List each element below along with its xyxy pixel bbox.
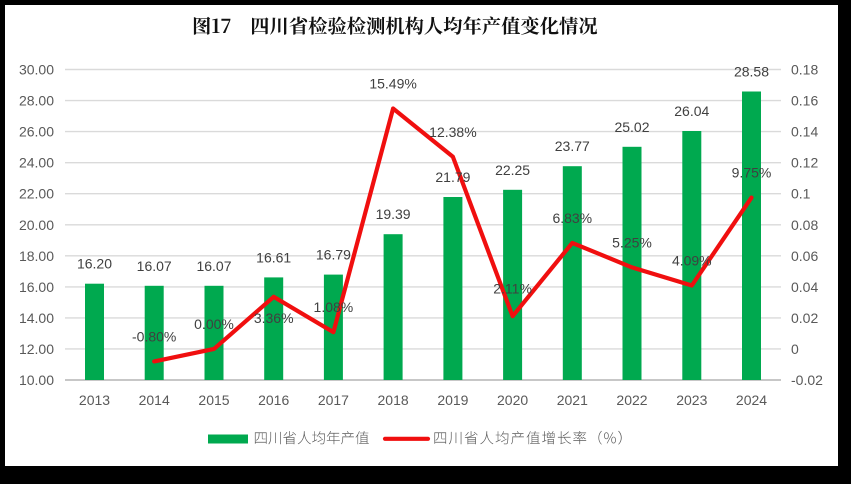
- svg-text:2018: 2018: [378, 392, 409, 408]
- svg-text:6.83%: 6.83%: [552, 210, 592, 226]
- svg-text:26.00: 26.00: [19, 124, 54, 140]
- svg-text:9.75%: 9.75%: [732, 165, 772, 181]
- svg-text:16.07: 16.07: [196, 258, 231, 274]
- svg-text:2019: 2019: [437, 392, 468, 408]
- svg-text:0.04: 0.04: [791, 279, 818, 295]
- svg-text:2017: 2017: [318, 392, 349, 408]
- svg-text:20.00: 20.00: [19, 217, 54, 233]
- svg-text:0.06: 0.06: [791, 248, 818, 264]
- svg-text:-0.02: -0.02: [791, 372, 823, 388]
- svg-text:16.79: 16.79: [316, 247, 351, 263]
- svg-text:1.08%: 1.08%: [314, 299, 354, 315]
- svg-text:4.09%: 4.09%: [672, 253, 712, 269]
- svg-text:15.49%: 15.49%: [369, 76, 416, 92]
- svg-text:18.00: 18.00: [19, 248, 54, 264]
- svg-text:14.00: 14.00: [19, 310, 54, 326]
- svg-text:0.00%: 0.00%: [194, 316, 234, 332]
- svg-text:2022: 2022: [616, 392, 647, 408]
- svg-text:12.38%: 12.38%: [429, 124, 476, 140]
- svg-text:2023: 2023: [676, 392, 707, 408]
- svg-text:16.61: 16.61: [256, 249, 291, 265]
- svg-text:10.00: 10.00: [19, 372, 54, 388]
- svg-text:2021: 2021: [557, 392, 588, 408]
- svg-text:-0.80%: -0.80%: [132, 328, 176, 344]
- svg-text:12.00: 12.00: [19, 341, 54, 357]
- svg-text:2013: 2013: [79, 392, 110, 408]
- svg-text:22.25: 22.25: [495, 162, 530, 178]
- svg-text:24.00: 24.00: [19, 155, 54, 171]
- svg-text:2020: 2020: [497, 392, 528, 408]
- svg-text:28.58: 28.58: [734, 64, 769, 80]
- svg-text:2024: 2024: [736, 392, 767, 408]
- svg-text:0.1: 0.1: [791, 186, 811, 202]
- svg-text:16.20: 16.20: [77, 256, 112, 272]
- svg-text:0.08: 0.08: [791, 217, 818, 233]
- svg-text:16.07: 16.07: [137, 258, 172, 274]
- svg-text:26.04: 26.04: [674, 103, 709, 119]
- svg-text:22.00: 22.00: [19, 186, 54, 202]
- svg-text:2015: 2015: [198, 392, 229, 408]
- svg-text:5.25%: 5.25%: [612, 234, 652, 250]
- svg-text:0.18: 0.18: [791, 62, 818, 78]
- svg-text:21.79: 21.79: [435, 169, 470, 185]
- svg-text:0.02: 0.02: [791, 310, 818, 326]
- svg-text:2.11%: 2.11%: [493, 281, 532, 297]
- svg-text:28.00: 28.00: [19, 93, 54, 109]
- svg-text:2014: 2014: [139, 392, 170, 408]
- svg-text:3.36%: 3.36%: [254, 310, 294, 326]
- svg-text:0.16: 0.16: [791, 93, 818, 109]
- svg-text:2016: 2016: [258, 392, 289, 408]
- svg-text:19.39: 19.39: [376, 206, 411, 222]
- svg-text:0: 0: [791, 341, 799, 357]
- svg-text:0.14: 0.14: [791, 124, 818, 140]
- svg-text:0.12: 0.12: [791, 155, 818, 171]
- svg-text:30.00: 30.00: [19, 62, 54, 78]
- svg-text:16.00: 16.00: [19, 279, 54, 295]
- svg-text:23.77: 23.77: [555, 138, 590, 154]
- svg-text:25.02: 25.02: [614, 119, 649, 135]
